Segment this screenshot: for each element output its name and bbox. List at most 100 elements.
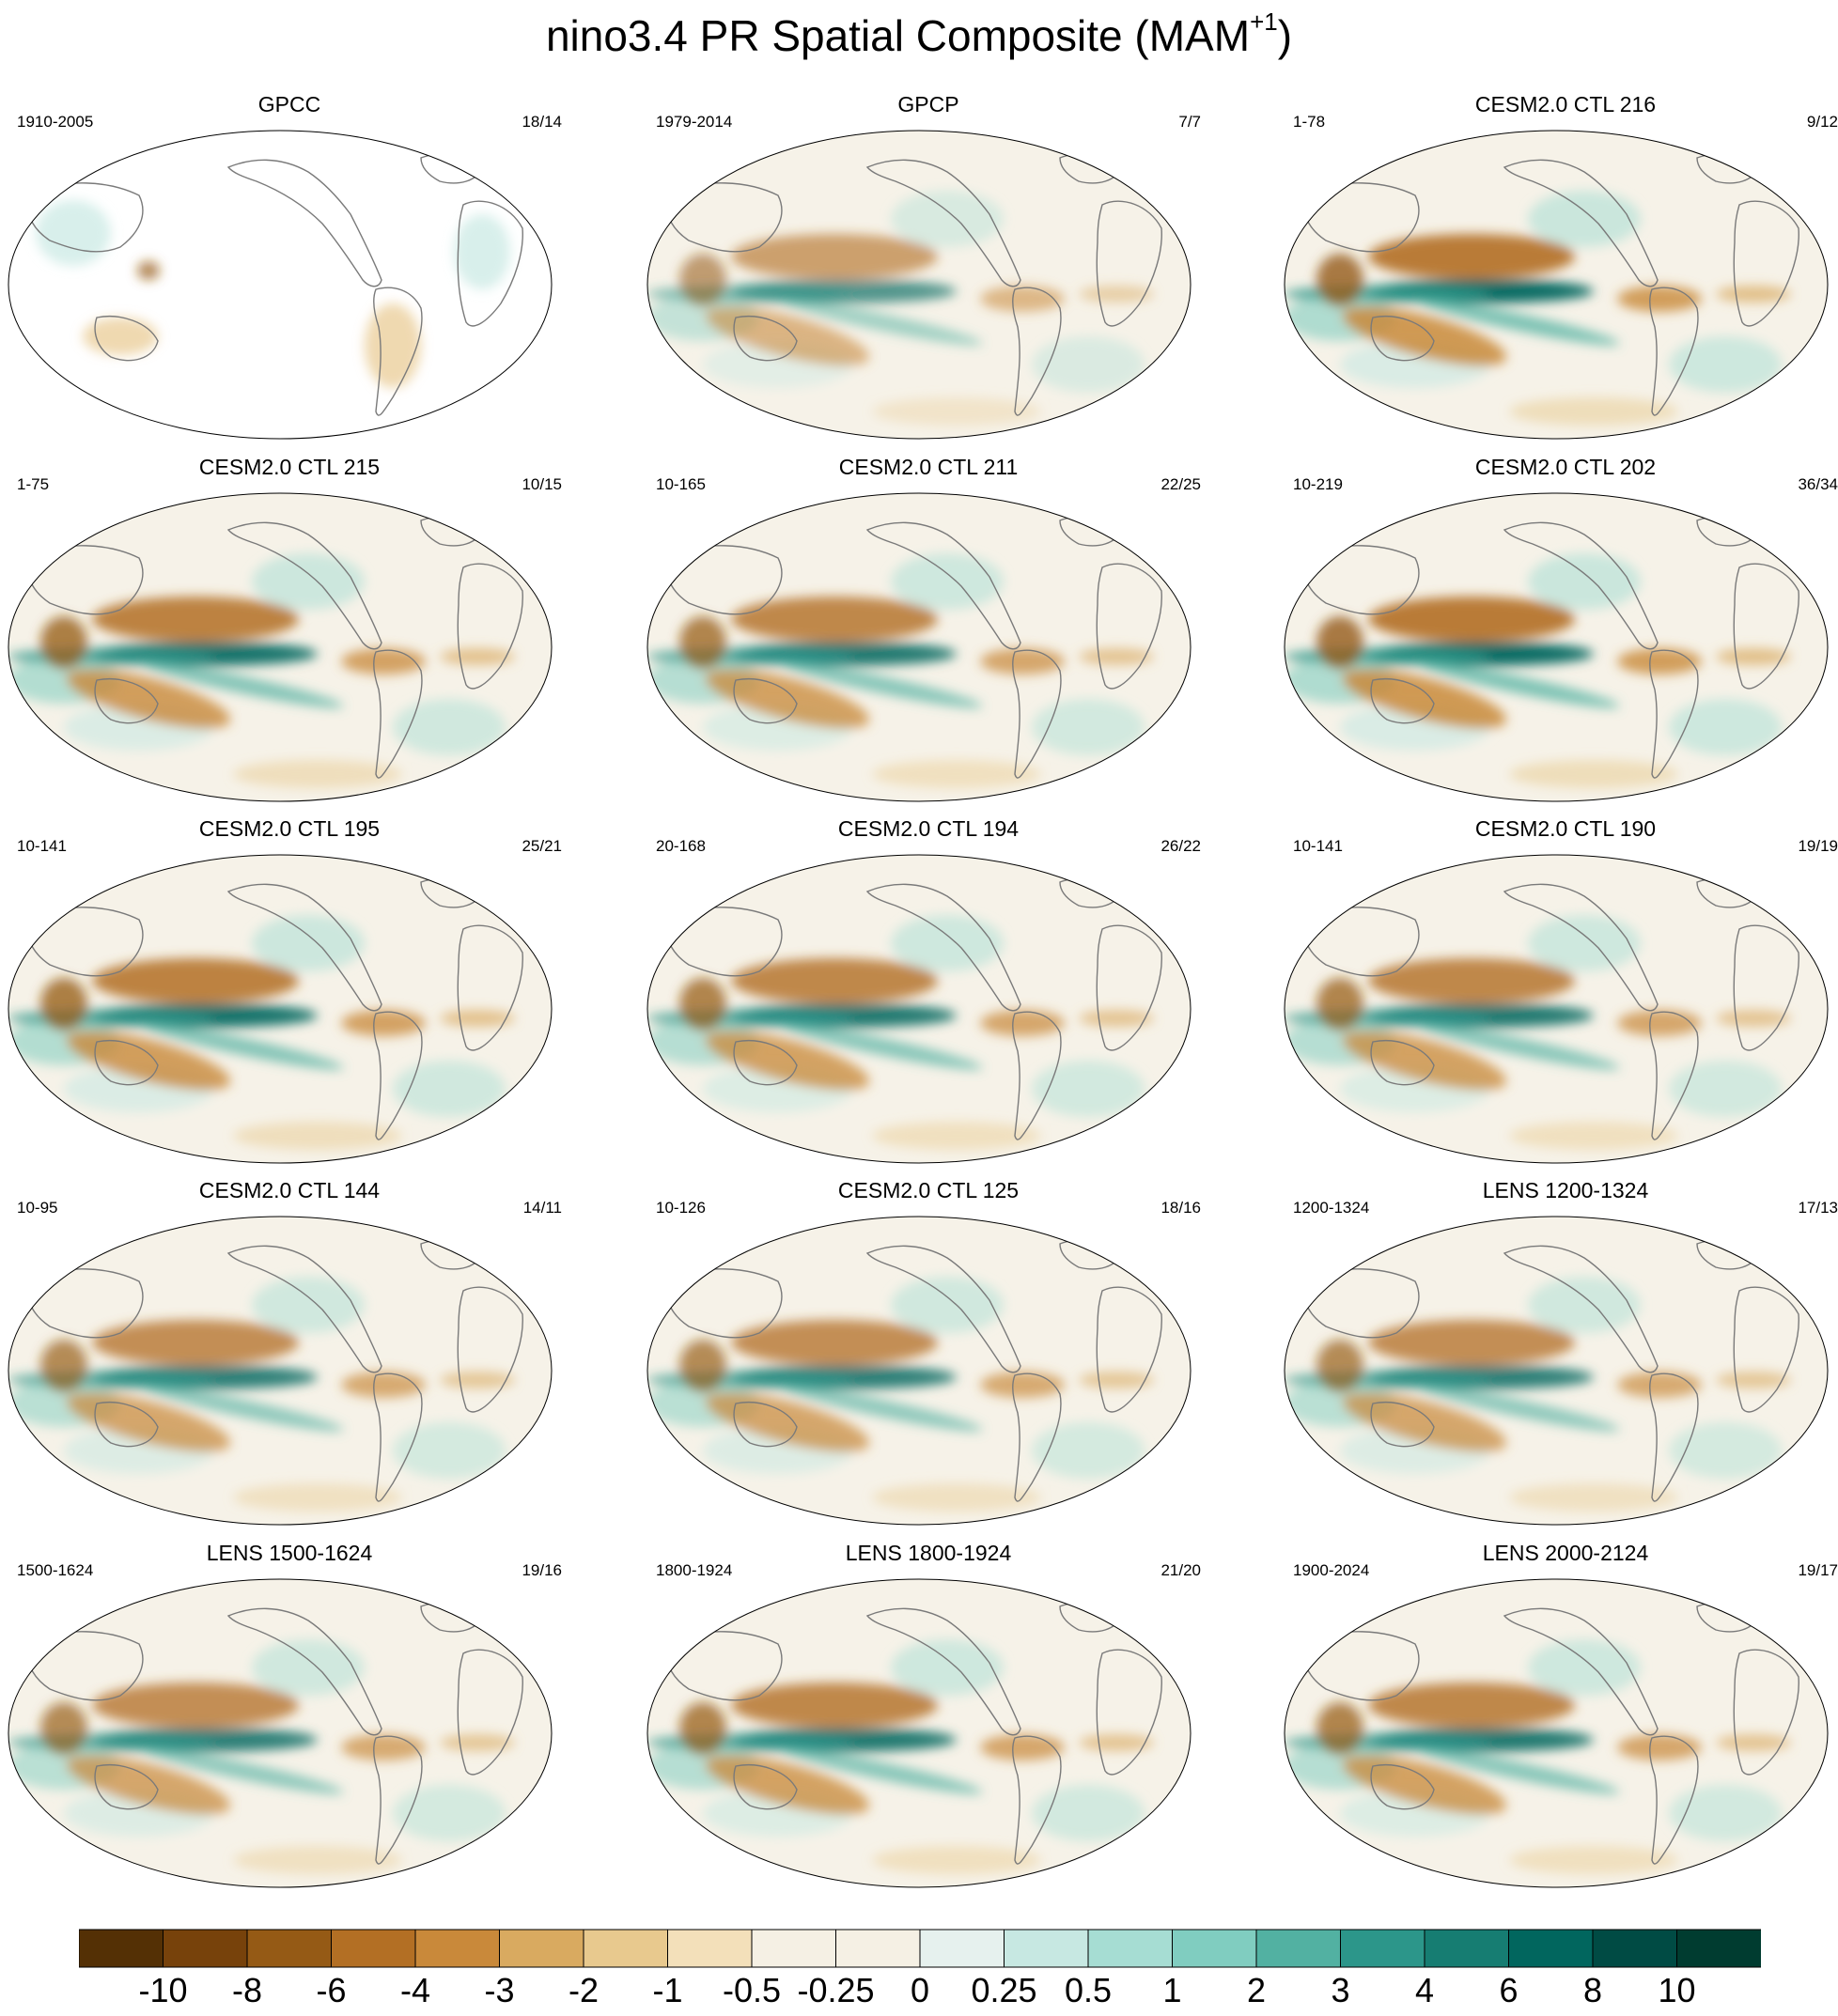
panel-title: CESM2.0 CTL 195 bbox=[198, 816, 381, 841]
colorbar-tick-label: -3 bbox=[484, 1971, 515, 2009]
coastline bbox=[226, 159, 382, 287]
coastline bbox=[457, 1649, 523, 1776]
dry-anomaly bbox=[872, 397, 1041, 426]
dry-anomaly bbox=[1617, 1734, 1702, 1760]
dry-anomaly bbox=[1716, 1372, 1791, 1388]
dry-anomaly bbox=[1368, 234, 1575, 279]
wet-anomaly bbox=[1669, 699, 1782, 755]
dry-anomaly bbox=[872, 760, 1041, 788]
coastline bbox=[25, 1268, 144, 1339]
coastline bbox=[1733, 1649, 1799, 1776]
map-border bbox=[8, 854, 553, 1164]
land-anomaly bbox=[454, 214, 510, 289]
colorbar-tick-label: 10 bbox=[1658, 1971, 1696, 2009]
coastline bbox=[664, 545, 783, 615]
coastline bbox=[865, 521, 1021, 650]
precip-anomaly-field bbox=[8, 1639, 515, 1874]
dry-anomaly bbox=[1509, 1846, 1678, 1874]
panel-period: 10-95 bbox=[17, 1199, 58, 1217]
wet-anomaly bbox=[1032, 699, 1145, 755]
precip-anomaly-field bbox=[647, 915, 1154, 1150]
dry-anomaly bbox=[92, 1320, 299, 1365]
coastline bbox=[865, 883, 1021, 1012]
precip-anomaly-field bbox=[1285, 191, 1791, 426]
coastline bbox=[1503, 159, 1659, 287]
colorbar-swatch bbox=[163, 1929, 248, 1968]
colorbar-swatch bbox=[1255, 1929, 1342, 1968]
map-border bbox=[1284, 492, 1829, 802]
panel-period: 10-141 bbox=[17, 837, 67, 855]
dry-anomaly bbox=[1617, 286, 1702, 312]
wet-anomaly bbox=[141, 1385, 344, 1432]
coastline bbox=[865, 1607, 1021, 1736]
dry-anomaly bbox=[872, 1483, 1041, 1512]
coastline bbox=[1733, 924, 1799, 1051]
colorbar-swatch bbox=[499, 1929, 584, 1968]
colorbar-swatch bbox=[583, 1929, 669, 1968]
panel-count: 17/13 bbox=[1798, 1199, 1838, 1217]
map-plot bbox=[8, 130, 553, 440]
colorbar-tick-label: 0.5 bbox=[1064, 1971, 1113, 2009]
map-panel: CESM2.0 CTL 215 1-75 10/15 bbox=[8, 455, 571, 812]
dry-anomaly bbox=[1617, 1372, 1702, 1398]
dry-anomaly bbox=[872, 1846, 1041, 1874]
colorbar-tick-label: 4 bbox=[1414, 1971, 1435, 2009]
dry-anomaly bbox=[66, 669, 231, 729]
coastline bbox=[1012, 1372, 1062, 1502]
colorbar-tick-label: 2 bbox=[1246, 1971, 1267, 2009]
wet-anomaly bbox=[252, 553, 365, 610]
panel-title: LENS 1800-1924 bbox=[845, 1541, 1012, 1565]
dry-anomaly bbox=[440, 1372, 515, 1388]
dry-anomaly bbox=[1342, 1392, 1507, 1452]
map-border bbox=[1284, 1578, 1829, 1888]
precip-anomaly-field bbox=[647, 1639, 1154, 1874]
wet-anomaly bbox=[891, 553, 1004, 610]
panel-period: 1800-1924 bbox=[656, 1561, 733, 1579]
dry-anomaly bbox=[40, 978, 87, 1031]
wet-anomaly bbox=[1528, 1277, 1641, 1333]
wet-anomaly bbox=[891, 191, 1004, 247]
panel-count: 19/16 bbox=[522, 1561, 562, 1579]
land-anomaly bbox=[83, 318, 158, 355]
coastline bbox=[1649, 1011, 1699, 1140]
land-anomaly bbox=[365, 303, 421, 388]
coastline bbox=[373, 1372, 423, 1502]
coastline bbox=[1370, 1402, 1435, 1448]
map-panel: LENS 1800-1924 1800-1924 21/20 bbox=[646, 1541, 1210, 1898]
dry-anomaly bbox=[980, 648, 1065, 675]
colorbar-swatch bbox=[246, 1929, 333, 1968]
map-border bbox=[1284, 854, 1829, 1164]
wet-anomaly bbox=[393, 699, 506, 755]
wet-anomaly bbox=[252, 1639, 365, 1696]
precip-anomaly-field bbox=[36, 200, 510, 388]
dry-anomaly bbox=[1079, 1010, 1154, 1027]
wet-anomaly bbox=[891, 1639, 1004, 1696]
coastline bbox=[25, 182, 144, 253]
dry-anomaly bbox=[980, 1734, 1065, 1760]
coastline bbox=[1370, 1764, 1435, 1810]
wet-anomaly bbox=[780, 1747, 983, 1794]
dry-anomaly bbox=[1617, 1010, 1702, 1036]
precip-anomaly-field bbox=[1285, 1277, 1791, 1512]
coastline bbox=[1096, 1286, 1162, 1413]
colorbar-swatch bbox=[919, 1929, 1005, 1968]
coastline bbox=[94, 1040, 159, 1086]
colorbar-swatch bbox=[79, 1929, 164, 1968]
precip-anomaly-field bbox=[8, 1277, 515, 1512]
wet-anomaly bbox=[252, 1277, 365, 1333]
map-border bbox=[1284, 130, 1829, 440]
dry-anomaly bbox=[679, 978, 726, 1031]
wet-anomaly bbox=[1417, 1023, 1620, 1070]
panel-period: 1200-1324 bbox=[1293, 1199, 1370, 1217]
precip-anomaly-field bbox=[8, 553, 515, 788]
map-border bbox=[646, 492, 1192, 802]
wet-anomaly bbox=[141, 661, 344, 708]
map-plot bbox=[646, 130, 1192, 440]
dry-anomaly bbox=[1368, 597, 1575, 642]
wet-anomaly bbox=[1417, 661, 1620, 708]
colorbar-swatch bbox=[1172, 1929, 1257, 1968]
coastline bbox=[1370, 1040, 1435, 1086]
wet-anomaly bbox=[252, 915, 365, 971]
figure-title: nino3.4 PR Spatial Composite (MAM+1) bbox=[545, 8, 1293, 60]
coastlines bbox=[1301, 1239, 1799, 1502]
